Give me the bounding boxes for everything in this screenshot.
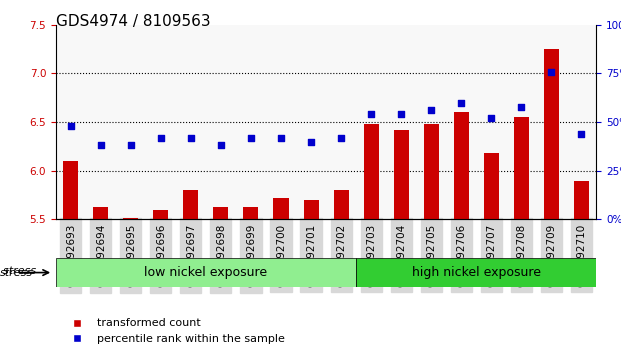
Point [126, 143, 136, 148]
Bar [424, 124, 438, 219]
FancyBboxPatch shape [356, 258, 596, 287]
Text: low nickel exposure: low nickel exposure [145, 266, 268, 279]
Legend: transformed count, percentile rank within the sample: transformed count, percentile rank withi… [61, 314, 289, 348]
Point [486, 115, 496, 121]
Point [576, 131, 586, 137]
Bar [484, 153, 499, 219]
Bar [304, 200, 319, 219]
Bar [453, 113, 469, 219]
Bar [574, 181, 589, 219]
Bar [273, 198, 289, 219]
Bar [153, 210, 168, 219]
Point [96, 143, 106, 148]
Text: stress: stress [3, 266, 40, 276]
Point [66, 123, 76, 129]
Bar [243, 207, 258, 219]
Text: stress: stress [0, 268, 33, 278]
Bar [93, 207, 109, 219]
Bar [514, 117, 528, 219]
Point [516, 104, 526, 109]
Bar [214, 207, 229, 219]
Bar [183, 190, 199, 219]
Point [186, 135, 196, 141]
Bar [124, 218, 138, 219]
Bar [363, 124, 379, 219]
Point [306, 139, 316, 144]
Text: high nickel exposure: high nickel exposure [412, 266, 541, 279]
Bar [543, 49, 559, 219]
Point [276, 135, 286, 141]
Bar [333, 190, 348, 219]
Point [546, 69, 556, 74]
Point [456, 100, 466, 105]
Point [426, 108, 436, 113]
Point [246, 135, 256, 141]
Point [216, 143, 226, 148]
FancyBboxPatch shape [56, 258, 356, 287]
Point [336, 135, 346, 141]
Point [156, 135, 166, 141]
Bar [63, 161, 78, 219]
Bar [394, 130, 409, 219]
Text: GDS4974 / 8109563: GDS4974 / 8109563 [56, 14, 211, 29]
Point [366, 112, 376, 117]
Point [396, 112, 406, 117]
